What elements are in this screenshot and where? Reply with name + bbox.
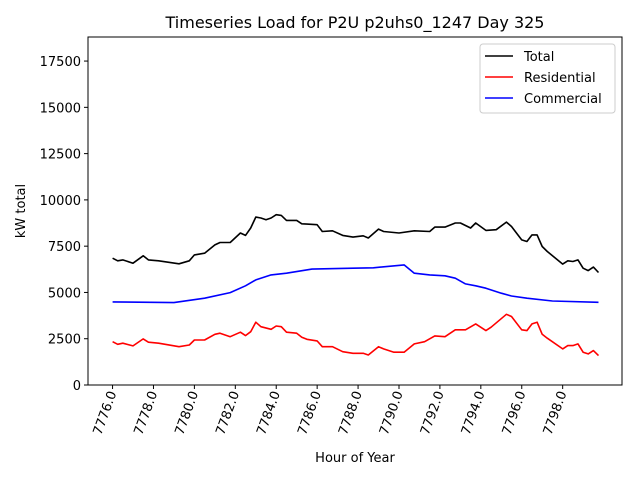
y-tick-label: 5000 bbox=[48, 286, 81, 301]
y-axis-label: kW total bbox=[14, 184, 29, 238]
series-line-total bbox=[112, 213, 600, 274]
y-tick-label: 12500 bbox=[40, 148, 81, 163]
y-tick-label: 15000 bbox=[40, 101, 81, 116]
chart-title: Timeseries Load for P2U p2uhs0_1247 Day … bbox=[165, 13, 545, 33]
y-tick-label: 2500 bbox=[48, 333, 81, 348]
y-tick-label: 0 bbox=[73, 379, 81, 394]
x-axis-label: Hour of Year bbox=[315, 451, 395, 466]
axes-frame bbox=[87, 36, 623, 386]
legend-box bbox=[479, 43, 616, 114]
y-axis-ticks: 0 2500 5000 7500 10000 12500 15000 17500 bbox=[40, 55, 88, 394]
series-line-commercial bbox=[112, 264, 599, 304]
legend-label-residential: Residential bbox=[524, 71, 596, 86]
legend-label-total: Total bbox=[523, 50, 554, 65]
legend-label-commercial: Commercial bbox=[524, 92, 602, 107]
y-tick-label: 7500 bbox=[48, 240, 81, 255]
y-tick-label: 10000 bbox=[40, 194, 81, 209]
series-line-residential bbox=[112, 313, 600, 357]
plot-lines bbox=[112, 213, 600, 357]
y-tick-label: 17500 bbox=[40, 55, 81, 70]
legend: Total Residential Commercial bbox=[479, 43, 616, 114]
